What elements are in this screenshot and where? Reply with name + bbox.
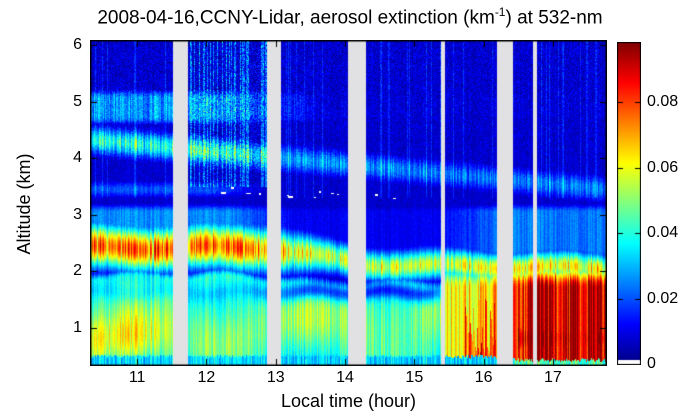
- colorbar-tick-label: 0.04: [647, 224, 679, 242]
- colorbar-tick-label: 0.02: [647, 289, 679, 307]
- heatmap-plot: [90, 40, 607, 366]
- y-tick-label: 4: [73, 149, 82, 167]
- x-tick-label: 13: [266, 369, 285, 386]
- x-tick-label: 14: [336, 369, 354, 386]
- y-tick-label: 5: [73, 92, 82, 110]
- chart-title: 2008-04-16,CCNY-Lidar, aerosol extinctio…: [0, 5, 700, 29]
- y-axis-label: Altitude (km): [14, 153, 34, 255]
- y-tick-label: 3: [73, 205, 82, 223]
- y-tick-label: 1: [73, 319, 82, 337]
- x-tick-label: 12: [197, 369, 216, 386]
- x-tick-label: 17: [544, 369, 562, 386]
- title-suffix: ) at 532-nm: [505, 7, 603, 29]
- x-axis-label: Local time (hour): [280, 391, 417, 411]
- colorbar-tick-label: 0: [647, 355, 656, 372]
- title-prefix: 2008-04-16,CCNY-Lidar, aerosol extinctio…: [97, 7, 495, 29]
- colorbar-tick-label: 0.08: [647, 93, 679, 111]
- colorbar: [617, 42, 641, 365]
- x-tick-label: 15: [405, 369, 424, 386]
- y-tick-label: 6: [73, 36, 82, 54]
- y-tick-label: 2: [73, 262, 82, 280]
- title-superscript: -1: [494, 5, 506, 19]
- x-tick-label: 11: [128, 369, 146, 386]
- colorbar-tick-label: 0.06: [647, 158, 679, 176]
- x-tick-label: 16: [474, 369, 493, 386]
